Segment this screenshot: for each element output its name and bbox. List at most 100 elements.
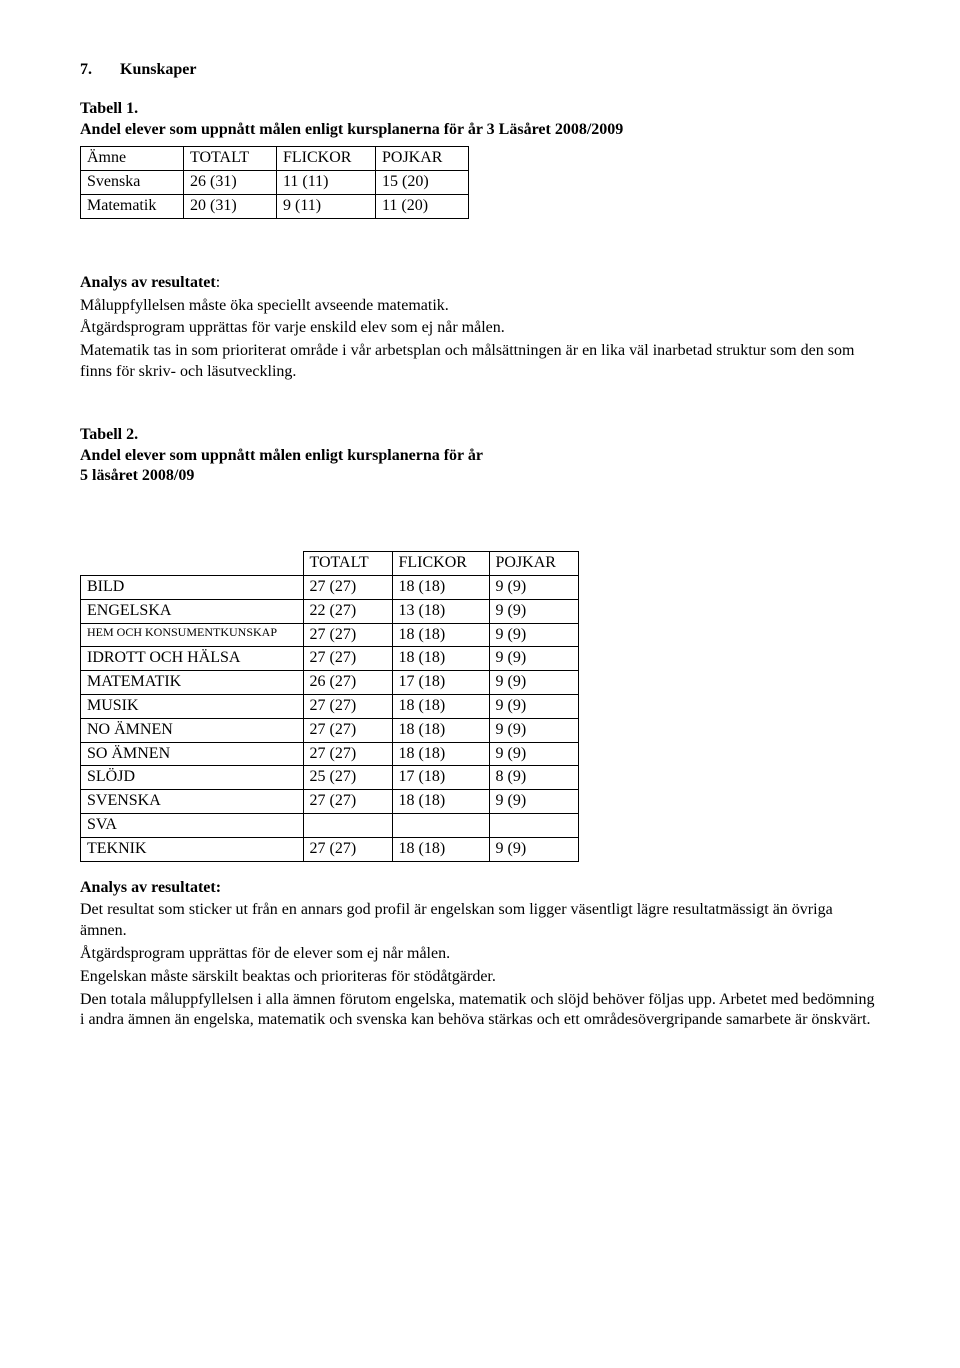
table-cell: TEKNIK	[81, 837, 304, 861]
table2: TOTALTFLICKORPOJKARBILD27 (27)18 (18)9 (…	[80, 551, 579, 861]
table-cell: 9 (9)	[489, 837, 578, 861]
table-cell: 18 (18)	[392, 694, 489, 718]
table-row: SO ÄMNEN27 (27)18 (18)9 (9)	[81, 742, 579, 766]
table-cell: 11 (20)	[376, 194, 469, 218]
table-cell: 25 (27)	[303, 766, 392, 790]
table-cell	[392, 813, 489, 837]
table-cell: IDROTT OCH HÄLSA	[81, 647, 304, 671]
table1-header-cell: TOTALT	[184, 147, 277, 171]
table-cell: 9 (9)	[489, 623, 578, 647]
table-cell: 18 (18)	[392, 790, 489, 814]
table2-header-cell	[81, 552, 304, 576]
table-cell: 18 (18)	[392, 718, 489, 742]
analysis2-heading: Analys av resultatet:	[80, 878, 880, 899]
table-cell: 27 (27)	[303, 623, 392, 647]
table-cell: BILD	[81, 575, 304, 599]
section-heading: 7. Kunskaper	[80, 60, 880, 81]
table-row: Svenska26 (31)11 (11)15 (20)	[81, 171, 469, 195]
analysis1: Analys av resultatet: Måluppfyllelsen må…	[80, 273, 880, 383]
table-cell: MUSIK	[81, 694, 304, 718]
table-cell: 27 (27)	[303, 575, 392, 599]
table-cell: 11 (11)	[277, 171, 376, 195]
analysis1-colon: :	[216, 274, 220, 291]
analysis1-line1: Måluppfyllelsen måste öka speciellt avse…	[80, 296, 880, 317]
table-cell: 18 (18)	[392, 647, 489, 671]
table-row: SVENSKA27 (27)18 (18)9 (9)	[81, 790, 579, 814]
table-cell: SVENSKA	[81, 790, 304, 814]
table-cell: 9 (9)	[489, 742, 578, 766]
table-cell: 18 (18)	[392, 623, 489, 647]
table2-header-cell: TOTALT	[303, 552, 392, 576]
table-cell: 9 (9)	[489, 694, 578, 718]
table-cell: 9 (9)	[489, 599, 578, 623]
table-cell: Svenska	[81, 171, 184, 195]
analysis2-line4: Den totala måluppfyllelsen i alla ämnen …	[80, 990, 880, 1032]
table1: ÄmneTOTALTFLICKORPOJKARSvenska26 (31)11 …	[80, 146, 469, 218]
table-cell: 27 (27)	[303, 790, 392, 814]
table-cell: 17 (18)	[392, 671, 489, 695]
table2-caption-l2: 5 läsåret 2008/09	[80, 466, 880, 487]
table2-label: Tabell 2.	[80, 425, 880, 446]
table-row: IDROTT OCH HÄLSA27 (27)18 (18)9 (9)	[81, 647, 579, 671]
table-cell: 26 (27)	[303, 671, 392, 695]
table-row: ENGELSKA22 (27)13 (18)9 (9)	[81, 599, 579, 623]
table-row: MATEMATIK26 (27)17 (18)9 (9)	[81, 671, 579, 695]
table-cell: 17 (18)	[392, 766, 489, 790]
table-cell	[303, 813, 392, 837]
table-row: NO ÄMNEN27 (27)18 (18)9 (9)	[81, 718, 579, 742]
table-cell: SVA	[81, 813, 304, 837]
table-cell: NO ÄMNEN	[81, 718, 304, 742]
table-row: Matematik20 (31)9 (11)11 (20)	[81, 194, 469, 218]
table-cell: 22 (27)	[303, 599, 392, 623]
analysis1-line3: Matematik tas in som prioriterat område …	[80, 341, 880, 383]
table-cell: 27 (27)	[303, 837, 392, 861]
analysis2: Analys av resultatet: Det resultat som s…	[80, 878, 880, 1032]
table-cell: HEM OCH KONSUMENTKUNSKAP	[81, 623, 304, 647]
table1-header-cell: POJKAR	[376, 147, 469, 171]
table-row: SLÖJD25 (27)17 (18)8 (9)	[81, 766, 579, 790]
table-cell	[489, 813, 578, 837]
analysis1-heading: Analys av resultatet	[80, 274, 216, 291]
table-cell: 9 (9)	[489, 671, 578, 695]
table-cell: 9 (11)	[277, 194, 376, 218]
table-cell: 15 (20)	[376, 171, 469, 195]
table-row: BILD27 (27)18 (18)9 (9)	[81, 575, 579, 599]
table2-header-cell: POJKAR	[489, 552, 578, 576]
table-cell: 18 (18)	[392, 575, 489, 599]
table-cell: 20 (31)	[184, 194, 277, 218]
table-cell: 9 (9)	[489, 718, 578, 742]
table2-header-cell: FLICKOR	[392, 552, 489, 576]
analysis2-line2: Åtgärdsprogram upprättas för de elever s…	[80, 944, 880, 965]
table-cell: MATEMATIK	[81, 671, 304, 695]
analysis2-line3: Engelskan måste särskilt beaktas och pri…	[80, 967, 880, 988]
table-row: TEKNIK27 (27)18 (18)9 (9)	[81, 837, 579, 861]
table-cell: Matematik	[81, 194, 184, 218]
analysis1-line2: Åtgärdsprogram upprättas för varje enski…	[80, 318, 880, 339]
table-row: HEM OCH KONSUMENTKUNSKAP27 (27)18 (18)9 …	[81, 623, 579, 647]
table-cell: 13 (18)	[392, 599, 489, 623]
analysis1-heading-line: Analys av resultatet:	[80, 273, 880, 294]
table-row: SVA	[81, 813, 579, 837]
table1-label: Tabell 1.	[80, 99, 880, 120]
table-cell: 9 (9)	[489, 647, 578, 671]
section-number: 7.	[80, 61, 92, 78]
table1-header-cell: FLICKOR	[277, 147, 376, 171]
table-cell: 9 (9)	[489, 575, 578, 599]
table1-caption-block: Tabell 1. Andel elever som uppnått målen…	[80, 99, 880, 141]
table2-caption-l1: Andel elever som uppnått målen enligt ku…	[80, 446, 880, 467]
table1-caption: Andel elever som uppnått målen enligt ku…	[80, 120, 880, 141]
table2-caption-block: Tabell 2. Andel elever som uppnått målen…	[80, 425, 880, 487]
analysis2-line1: Det resultat som sticker ut från en anna…	[80, 900, 880, 942]
table-cell: 18 (18)	[392, 837, 489, 861]
table-cell: SLÖJD	[81, 766, 304, 790]
table-cell: 26 (31)	[184, 171, 277, 195]
table-cell: 27 (27)	[303, 694, 392, 718]
table-cell: 27 (27)	[303, 718, 392, 742]
section-title: Kunskaper	[120, 61, 196, 78]
table-cell: SO ÄMNEN	[81, 742, 304, 766]
table-cell: 27 (27)	[303, 742, 392, 766]
table-row: MUSIK27 (27)18 (18)9 (9)	[81, 694, 579, 718]
table-cell: ENGELSKA	[81, 599, 304, 623]
table-cell: 8 (9)	[489, 766, 578, 790]
table-cell: 18 (18)	[392, 742, 489, 766]
